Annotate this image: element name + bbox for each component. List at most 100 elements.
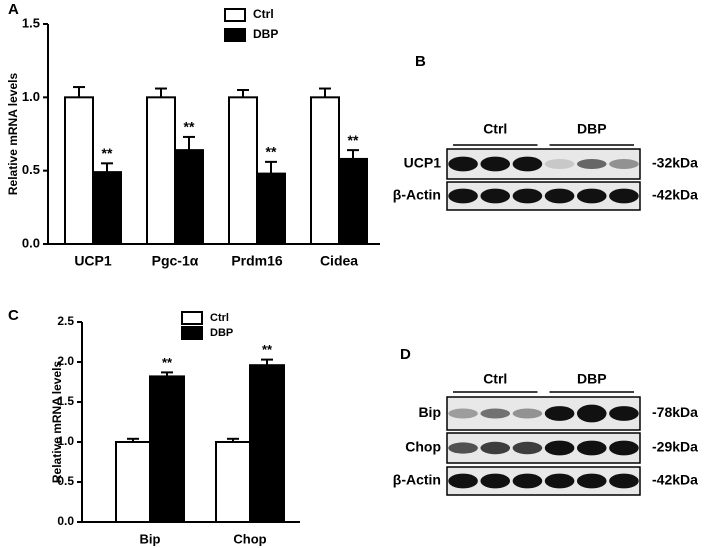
y-tick-label: 0.0 (57, 514, 74, 528)
row-label: UCP1 (404, 155, 442, 171)
row-label: β-Actin (393, 187, 441, 203)
panel-label: B (415, 53, 426, 70)
significance: ** (262, 342, 273, 357)
significance: ** (266, 144, 277, 160)
band (480, 408, 511, 419)
y-tick-label: 0.5 (22, 162, 40, 177)
y-tick-label: 1.5 (57, 394, 74, 408)
bar (174, 149, 204, 245)
y-axis-label: Relative mRNA levels (6, 73, 20, 196)
size-label: -78kDa (652, 404, 698, 420)
band (448, 188, 478, 204)
error-bar (183, 135, 195, 151)
group-label: Ctrl (483, 121, 507, 137)
legend-swatch (181, 326, 203, 340)
bar (115, 441, 151, 523)
significance: ** (348, 132, 359, 148)
band (512, 188, 543, 204)
y-axis-label: Relative mRNA levels (50, 361, 64, 484)
x-tick-label: UCP1 (74, 253, 112, 269)
error-bar (127, 437, 139, 442)
row-label: β-Actin (393, 472, 441, 488)
error-bar (227, 437, 239, 442)
legend-label: DBP (253, 27, 278, 41)
blot-strip (446, 432, 641, 464)
band (480, 156, 511, 172)
band (512, 156, 543, 172)
band (609, 473, 639, 489)
error-bar (347, 149, 359, 159)
x-tick-label: Pgc-1α (152, 253, 199, 269)
y-tick-label: 0.5 (57, 474, 74, 488)
y-tick-label: 2.5 (57, 314, 74, 328)
band (576, 404, 607, 423)
significance: ** (162, 355, 173, 370)
size-label: -42kDa (652, 187, 698, 203)
band (544, 406, 575, 421)
error-bar (265, 160, 277, 174)
band (512, 441, 543, 455)
bar (249, 364, 285, 524)
bar (149, 375, 185, 523)
band (544, 188, 575, 204)
significance: ** (102, 145, 113, 161)
bar (256, 172, 286, 246)
x-tick-label: Prdm16 (231, 253, 283, 269)
error-bar (237, 89, 249, 98)
band (576, 473, 607, 489)
group-label: DBP (577, 371, 607, 387)
bar (228, 96, 258, 246)
error-bar (155, 87, 167, 98)
y-tick-label: 2.0 (57, 354, 74, 368)
band (448, 408, 478, 419)
bar (338, 157, 368, 245)
blot-strip (446, 181, 641, 211)
row-label: Bip (418, 404, 441, 420)
band (609, 406, 639, 421)
panel-label: D (400, 346, 411, 363)
legend-label: Ctrl (210, 312, 229, 324)
y-tick-label: 1.0 (57, 434, 74, 448)
band (512, 473, 543, 489)
band (544, 159, 575, 169)
blot-strip (446, 466, 641, 496)
legend-swatch (224, 28, 246, 42)
legend-label: Ctrl (253, 7, 274, 21)
band (609, 159, 639, 169)
error-bar (101, 162, 113, 173)
error-bar (261, 358, 273, 366)
y-tick-label: 1.5 (22, 15, 40, 30)
band (448, 156, 478, 172)
x-tick-label: Chop (233, 531, 266, 546)
bar (64, 96, 94, 246)
bar (92, 171, 122, 245)
significance: ** (184, 119, 195, 135)
legend-label: DBP (210, 327, 233, 339)
legend-swatch (181, 311, 203, 325)
blot-strip (446, 396, 641, 431)
x-tick-label: Cidea (320, 253, 358, 269)
band (544, 440, 575, 456)
size-label: -29kDa (652, 439, 698, 455)
error-bar (319, 87, 331, 98)
row-label: Chop (405, 439, 441, 455)
error-bar (73, 86, 85, 98)
y-tick-label: 1.0 (22, 89, 40, 104)
band (576, 440, 607, 456)
band (448, 473, 478, 489)
band (609, 440, 639, 456)
panel-label: C (8, 307, 19, 324)
band (609, 188, 639, 204)
blot-strip (446, 148, 641, 180)
band (512, 408, 543, 419)
bar (146, 96, 176, 246)
x-tick-label: Bip (140, 531, 161, 546)
band (480, 441, 511, 455)
bar (310, 96, 340, 246)
band (576, 188, 607, 204)
band (480, 188, 511, 204)
size-label: -42kDa (652, 472, 698, 488)
legend-swatch (224, 8, 246, 22)
size-label: -32kDa (652, 155, 698, 171)
